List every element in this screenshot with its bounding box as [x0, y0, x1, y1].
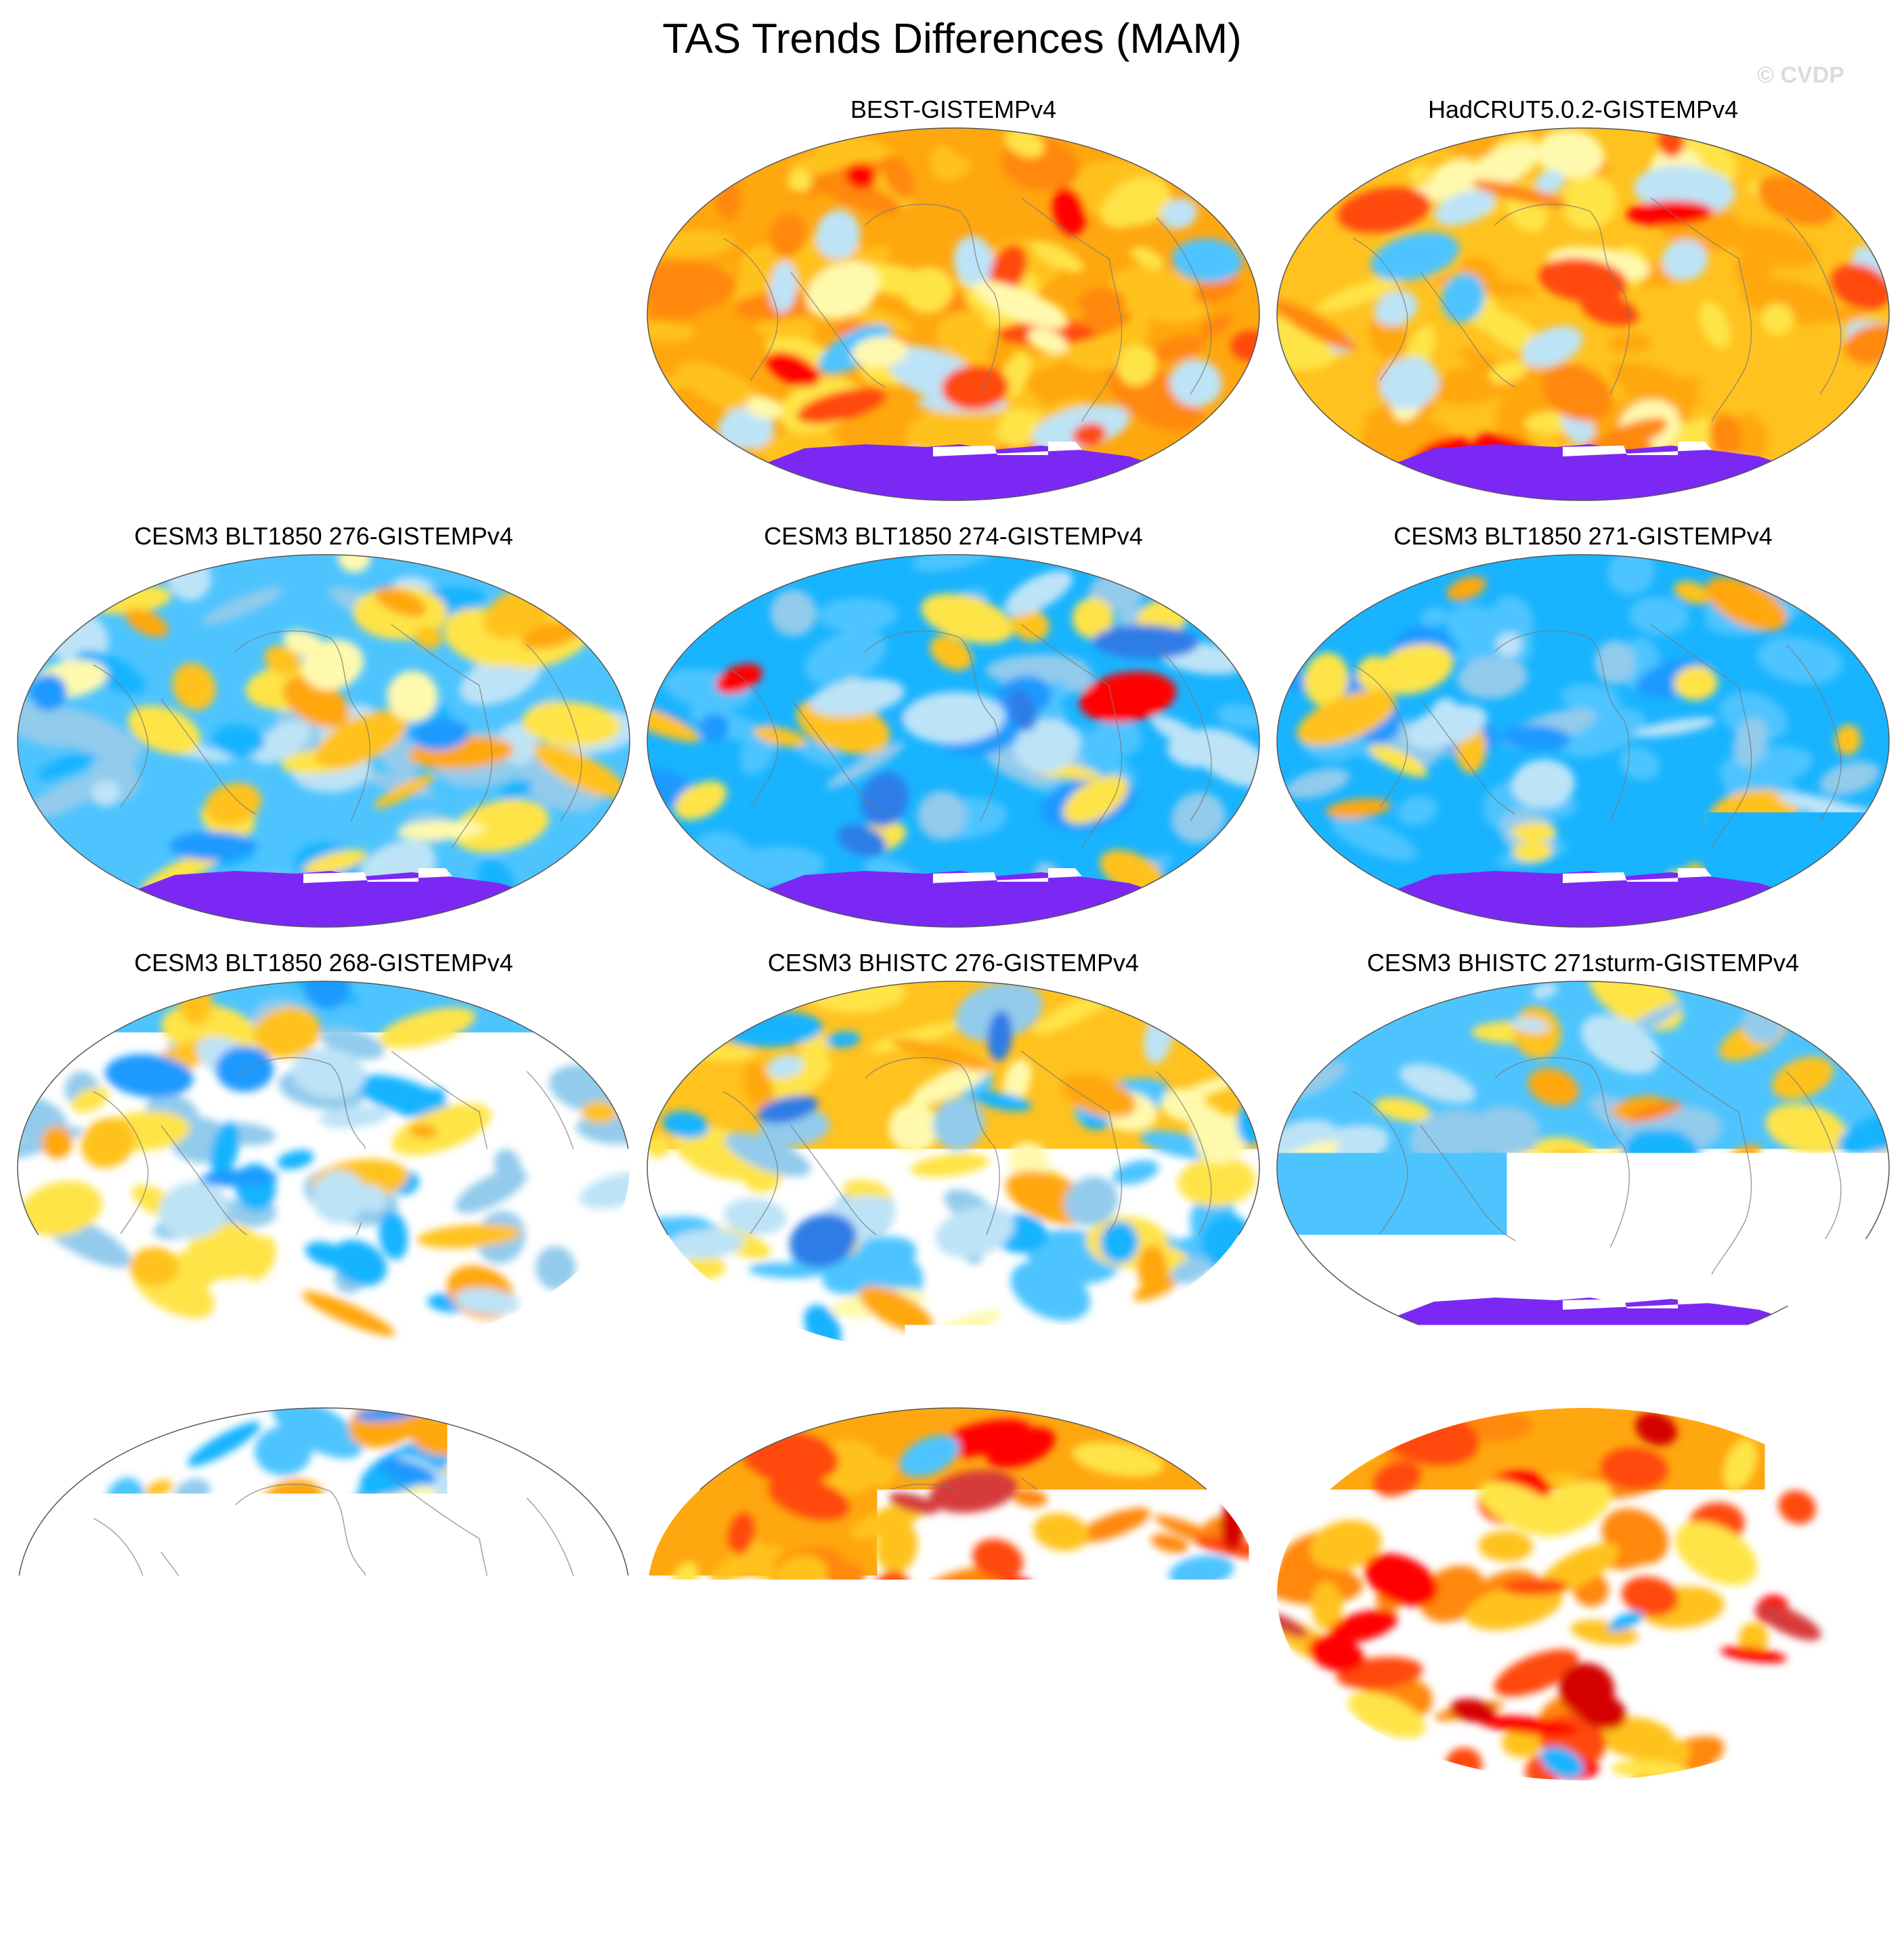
colorbar-box [1019, 1857, 1085, 1888]
robinson-map [12, 977, 635, 1356]
robinson-map [12, 1403, 635, 1782]
colorbar-box [1150, 1857, 1216, 1888]
map-panel: BEST-GISTEMPv4 [642, 95, 1265, 501]
map-panel: CESM3 BHISTC 276-GISTEMPv4 [642, 948, 1265, 1354]
panel-title: CESM3 BLT1850 276-GISTEMPv4 [12, 521, 635, 551]
colorbar-tick-label: -0.5 [781, 1896, 863, 1933]
colorbar-box [494, 1857, 559, 1888]
colorbar-box [1216, 1857, 1282, 1888]
panel-title: CESM3 BLT1850 274-GISTEMPv4 [642, 521, 1265, 551]
panel-title: CESM3 BLT1850 271-GISTEMPv4 [1272, 521, 1895, 551]
panel-title: CESM3 BLT1850 268-GISTEMPv4 [12, 948, 635, 978]
map-panel: CESM3 BHISTC 271-GISTEMPv4 [12, 1375, 635, 1781]
colorbar-tick-label: 2 [1175, 1896, 1257, 1933]
colorbar-box [1282, 1857, 1347, 1888]
colorbar-box [822, 1857, 888, 1888]
panel-title: CESM3 4xco2 276 4xco2-GISTEMPv4 [642, 1375, 1265, 1405]
map-panel: CESM3 BLT1850 276-GISTEMPv4 [12, 521, 635, 928]
colorbar-box [559, 1857, 625, 1888]
colorbar-box [1085, 1857, 1150, 1888]
robinson-map [642, 123, 1265, 502]
colorbar-tick-label: 0 [913, 1896, 994, 1933]
robinson-map [12, 550, 635, 929]
robinson-map [1272, 123, 1895, 502]
panel-title: CESM3 BHISTC 276-GISTEMPv4 [642, 948, 1265, 978]
robinson-map [642, 977, 1265, 1356]
colorbar-box [756, 1857, 822, 1888]
colorbar-tick-label: -2 [650, 1896, 731, 1933]
colorbar-box [691, 1857, 756, 1888]
colorbar-box [1413, 1857, 1479, 1888]
map-panel: CESM3 BLT1850 274-GISTEMPv4 [642, 521, 1265, 928]
map-panel: CESM3 BLT1850 268-GISTEMPv4 [12, 948, 635, 1354]
robinson-map [642, 550, 1265, 929]
map-panel: HadCRUT5.0.2-GISTEMPv4 [1272, 95, 1895, 501]
panel-title: CESM3 4xco2 271 4xco2-GISTEMPv4 [1272, 1375, 1895, 1405]
colorbar-tick-label: -6 [387, 1896, 469, 1933]
colorbar-box [428, 1857, 494, 1888]
colorbar-box [953, 1857, 1019, 1888]
colorbar-tick-label: -4 [519, 1896, 600, 1933]
colorbar-box [1347, 1857, 1413, 1888]
map-panel: CESM3 BHISTC 271sturm-GISTEMPv4 [1272, 948, 1895, 1354]
colorbar-box [362, 1857, 428, 1888]
colorbar-box [297, 1857, 362, 1888]
panel-title: CESM3 BHISTC 271sturm-GISTEMPv4 [1272, 948, 1895, 978]
robinson-map [642, 1403, 1265, 1782]
robinson-map [1272, 550, 1895, 929]
figure-title: TAS Trends Differences (MAM) [0, 12, 1904, 66]
colorbar-tick-label: 6 [1438, 1896, 1519, 1933]
colorbar-box [1479, 1857, 1544, 1888]
panel-title: CESM3 BHISTC 271-GISTEMPv4 [12, 1375, 635, 1405]
colorbar-box [625, 1857, 691, 1888]
colorbar-tick-label: 0.5 [1044, 1896, 1125, 1933]
map-panel: CESM3 BLT1850 271-GISTEMPv4 [1272, 521, 1895, 928]
copyright-watermark: © CVDP [1757, 62, 1844, 89]
panel-title: HadCRUT5.0.2-GISTEMPv4 [1272, 95, 1895, 125]
panel-title: BEST-GISTEMPv4 [642, 95, 1265, 125]
map-panel: CESM3 4xco2 271 4xco2-GISTEMPv4 [1272, 1375, 1895, 1781]
colorbar-box [1544, 1857, 1610, 1888]
colorbar-box [888, 1857, 953, 1888]
colorbar-tick-label: 4 [1307, 1896, 1388, 1933]
robinson-map [1272, 977, 1895, 1356]
map-panel: CESM3 4xco2 276 4xco2-GISTEMPv4 [642, 1375, 1265, 1781]
robinson-map [1272, 1403, 1895, 1782]
